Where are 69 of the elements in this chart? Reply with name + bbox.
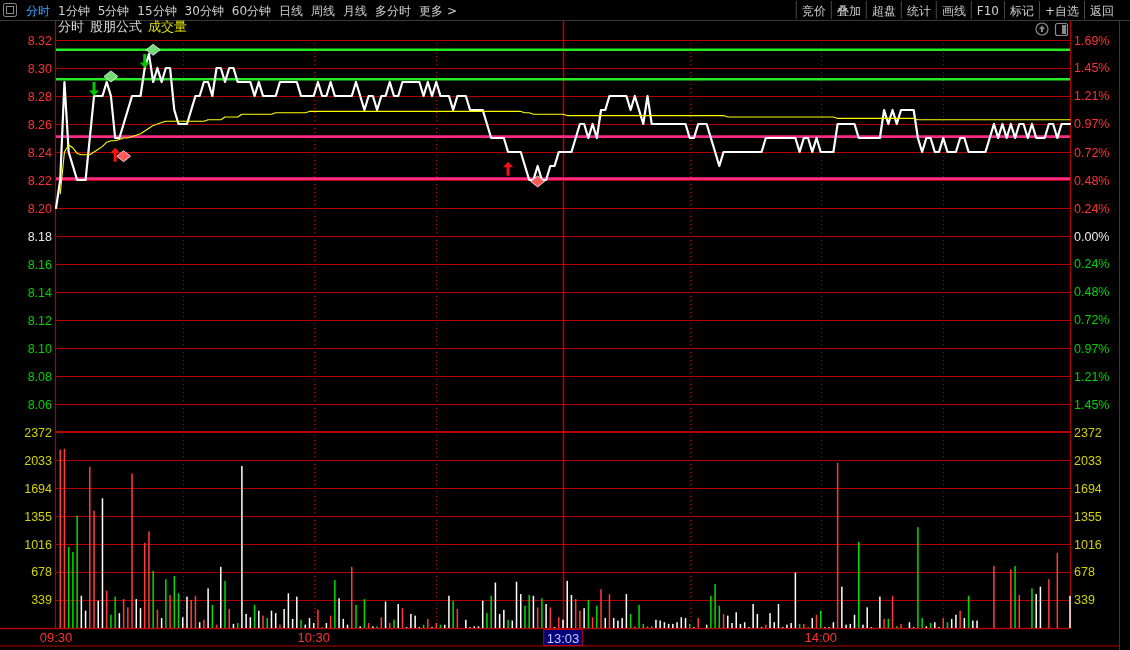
y2-tick-label: 0.48% [1074,285,1110,300]
y2-tick-label: 0.24% [1074,257,1110,272]
text: F10 [976,3,999,18]
y2-tick-label: 1694 [1074,481,1102,496]
y-tick-label: 8.30 [27,61,53,76]
y-tick-label: 8.14 [27,285,53,300]
text: 成交量 [148,19,187,34]
text: 画线 [941,3,966,18]
text: 竞价 [801,3,826,18]
text: 1分钟 [58,3,90,18]
y-tick-label: 1016 [24,537,53,552]
y2-tick-label: 1016 [1074,537,1102,552]
text: 更多 > [419,3,457,18]
y-tick-label: 8.32 [27,33,53,48]
y2-tick-label: 1355 [1074,509,1102,524]
y-tick-label: 8.28 [27,89,53,104]
y2-tick-label: 1.69% [1074,33,1110,48]
text: 15分钟 [137,3,177,18]
y2-tick-label: 2033 [1074,453,1102,468]
y-tick-label: 1355 [24,509,53,524]
y-tick-label: 678 [31,565,53,580]
text: 60分钟 [231,3,272,18]
text: 周线 [311,3,336,18]
y2-tick-label: 0.24% [1074,201,1110,216]
y-tick-label: 8.06 [27,397,53,412]
y-tick-label: 8.12 [27,313,53,328]
x-tick-label: 10:30 [297,629,330,645]
y-tick-label: 8.18 [27,229,53,244]
y2-tick-label: 0.00% [1074,229,1110,244]
y-tick-label: 8.16 [27,257,53,272]
text: 多分时 [375,3,412,18]
y2-tick-label: 1.21% [1074,89,1110,104]
y2-tick-label: 0.72% [1074,146,1110,160]
y2-tick-label: 0.72% [1074,313,1110,327]
cursor-label: 13:03 [543,629,583,646]
text: 月线 [343,3,368,18]
y2-tick-label: 1.21% [1074,369,1110,384]
y-tick-label: 2033 [24,453,53,468]
y2-tick-label: 2372 [1074,425,1102,440]
y-tick-label: 1694 [24,481,53,496]
text: 超盘 [871,3,896,18]
text: 叠加 [836,3,861,18]
y2-tick-label: 0.97% [1074,342,1110,356]
text: 返回 [1090,3,1114,18]
chart-title: 分时 [58,19,84,34]
y-tick-label: 8.22 [27,173,53,188]
x-tick-label: 09:30 [39,629,73,645]
y-tick-label: 8.20 [27,201,53,216]
text: +自选 [1044,3,1079,18]
chart-subtitle: 股朋公式 [90,19,142,34]
y-tick-label: 339 [31,593,53,608]
x-tick-label: 14:00 [804,629,837,645]
y-tick-label: 2372 [24,425,53,440]
y2-tick-label: 1.45% [1074,61,1110,76]
y2-tick-label: 1.45% [1074,397,1110,412]
text: 分时 [26,3,50,18]
y2-tick-label: 0.97% [1074,117,1110,131]
text: 5分钟 [97,3,130,18]
text: 统计 [906,3,931,18]
y2-tick-label: 339 [1074,593,1095,608]
y-tick-label: 8.24 [27,145,53,160]
text: 30分钟 [184,3,224,18]
y-tick-label: 8.26 [27,117,53,132]
text: 标记 [1008,3,1034,18]
y2-tick-label: 0.48% [1074,173,1110,188]
y-tick-label: 8.08 [27,369,53,384]
y2-tick-label: 678 [1074,565,1095,580]
y-tick-label: 8.10 [27,341,53,356]
text: 日线 [279,3,304,18]
